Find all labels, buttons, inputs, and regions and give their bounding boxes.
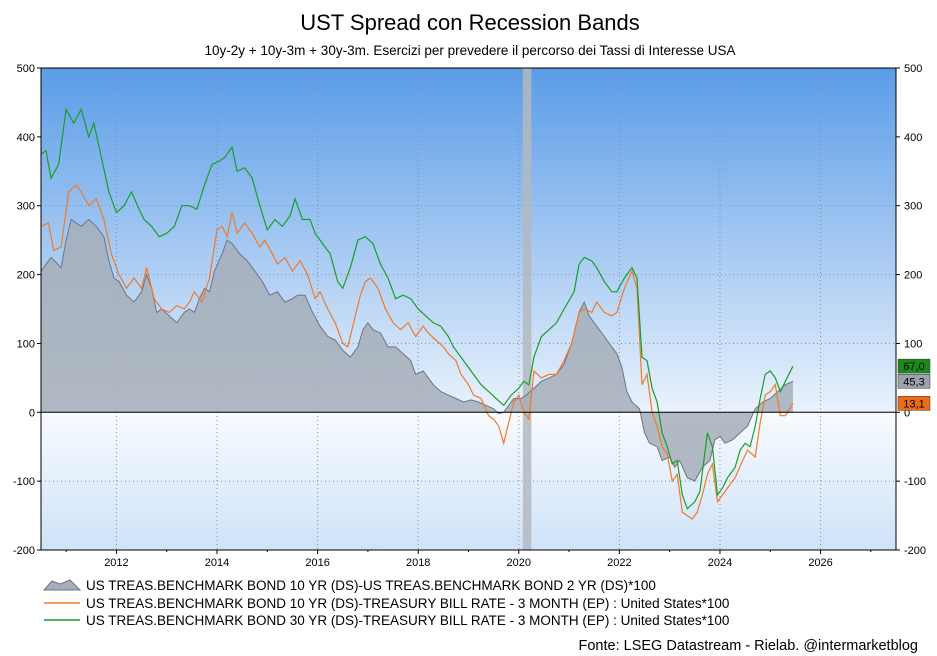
series-line-10y3m (41, 184, 794, 520)
y-tick-label-left: 100 (17, 338, 35, 350)
last-value-badge: 67,0 (897, 358, 931, 374)
series-line-10y2y (41, 218, 794, 482)
y-tick-label-left: 500 (17, 63, 35, 75)
x-tick-label: 2016 (305, 557, 329, 569)
badge-value: 67,0 (903, 361, 924, 373)
legend: US TREAS.BENCHMARK BOND 10 YR (DS)-US TR… (42, 578, 729, 628)
legend-swatch-area (42, 579, 82, 591)
x-tick-label: 2012 (104, 557, 128, 569)
plot-background (41, 68, 896, 550)
y-tick-label-left: 0 (29, 407, 35, 419)
badge-value: 45,3 (903, 376, 924, 388)
legend-label: US TREAS.BENCHMARK BOND 10 YR (DS)-TREAS… (86, 596, 729, 611)
badge-box (897, 396, 931, 411)
y-tick-label-left: 400 (17, 132, 35, 144)
y-tick-label-left: 200 (17, 270, 35, 282)
recession-band (522, 68, 532, 550)
legend-item: US TREAS.BENCHMARK BOND 10 YR (DS)-TREAS… (44, 596, 729, 611)
legend-label: US TREAS.BENCHMARK BOND 10 YR (DS)-US TR… (86, 578, 656, 593)
series-layer (41, 107, 794, 520)
chart-subtitle: 10y-2y + 10y-3m + 30y-3m. Esercizi per p… (205, 43, 736, 58)
y-tick-label-left: 300 (17, 201, 35, 213)
badge-box (897, 374, 931, 389)
x-tick-label: 2024 (708, 557, 732, 569)
last-value-badge: 13,1 (897, 396, 931, 411)
y-tick-label-left: -100 (13, 476, 35, 488)
x-tick-label: 2022 (607, 557, 631, 569)
y-tick-label-right: 500 (904, 63, 922, 75)
x-tick-label: 2018 (406, 557, 430, 569)
y-tick-label-right: -200 (904, 545, 926, 557)
y-tick-label-right: 300 (904, 201, 922, 213)
legend-item: US TREAS.BENCHMARK BOND 30 YR (DS)-TREAS… (44, 613, 729, 628)
x-tick-label: 2026 (808, 557, 832, 569)
y-tick-label-right: -100 (904, 476, 926, 488)
y-tick-label-right: 400 (904, 132, 922, 144)
chart-title: UST Spread con Recession Bands (300, 10, 640, 35)
y-tick-label-right: 200 (904, 270, 922, 282)
last-value-badges: 45,3 13,1 67,0 (897, 358, 931, 411)
x-tick-label: 2020 (507, 557, 531, 569)
badge-box (897, 358, 931, 374)
legend-label: US TREAS.BENCHMARK BOND 30 YR (DS)-TREAS… (86, 613, 729, 628)
series-area-10y2y (41, 219, 793, 482)
recession-bands (522, 68, 532, 550)
y-tick-label-right: 0 (904, 407, 910, 419)
badge-value: 13,1 (903, 398, 924, 410)
legend-item: US TREAS.BENCHMARK BOND 10 YR (DS)-US TR… (42, 578, 656, 593)
source-note: Fonte: LSEG Datastream - Rielab. @interm… (579, 638, 919, 654)
y-tick-label-right: 100 (904, 338, 922, 350)
series-line-30y3m (41, 107, 794, 510)
last-value-badge: 45,3 (897, 374, 931, 389)
y-tick-label-left: -200 (13, 545, 35, 557)
x-tick-label: 2014 (205, 557, 229, 569)
axes: 500 500 400 400 300 300 200 200 100 100 0 0 -100 -100… (13, 63, 926, 569)
